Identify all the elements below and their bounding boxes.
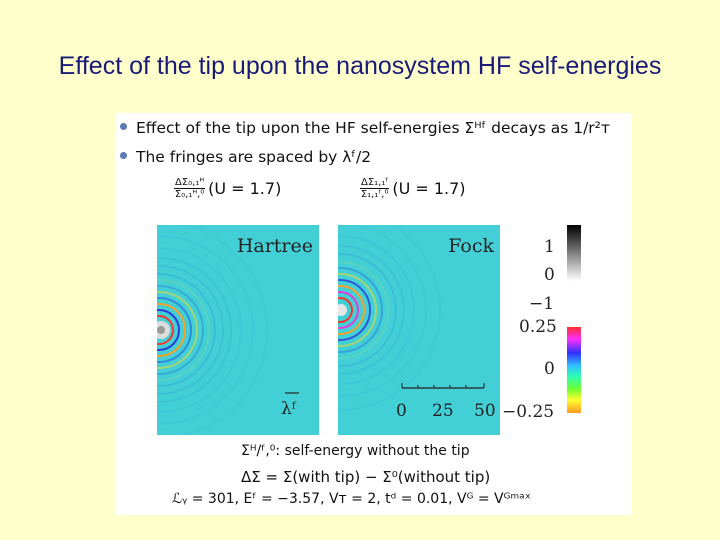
slide-title: Effect of the tip upon the nanosystem HF… bbox=[58, 52, 662, 80]
bullet-1-text: Effect of the tip upon the HF self-energ… bbox=[136, 119, 610, 137]
lambda-label: λᶠ bbox=[281, 399, 296, 419]
bullet-dot-icon bbox=[120, 152, 127, 159]
footnote-1: Σᴴ/ᶠ,⁰: self-energy without the tip bbox=[241, 443, 470, 459]
gray-tick-bottom: −1 bbox=[529, 294, 555, 314]
fock-fringe-image bbox=[338, 225, 485, 411]
hartree-title: Hartree bbox=[236, 235, 313, 257]
color-tick-top: 0.25 bbox=[519, 317, 557, 337]
footnote-2: ΔΣ = Σ(with tip) − Σ⁰(without tip) bbox=[241, 468, 491, 486]
color-tick-mid: 0 bbox=[544, 359, 555, 379]
hartree-fringe-image bbox=[157, 225, 299, 435]
color-tick-bottom: −0.25 bbox=[502, 402, 555, 422]
hartree-parameter: (U = 1.7) bbox=[208, 179, 282, 198]
hartree-panel: Hartree λᶠ bbox=[157, 225, 319, 435]
scale-tick-0: 0 bbox=[396, 401, 407, 421]
figure-area: Effect of the tip upon the HF self-energ… bbox=[116, 113, 632, 515]
bullet-dot-icon bbox=[120, 123, 127, 130]
fock-title: Fock bbox=[448, 235, 494, 257]
fock-numerator: ΔΣ₁,₁ᶠ bbox=[360, 177, 390, 189]
bullet-2-text: The fringes are spaced by λᶠ/2 bbox=[136, 148, 372, 166]
footnote-3: ℒᵧ = 301, Eᶠ = −3.57, Vᴛ = 2, tᵈ = 0.01,… bbox=[172, 491, 531, 507]
grayscale-colorbar bbox=[567, 225, 581, 281]
fock-denominator: Σ₁,₁ᶠ,⁰ bbox=[360, 189, 389, 200]
fock-ratio-label: ΔΣ₁,₁ᶠ Σ₁,₁ᶠ,⁰ (U = 1.7) bbox=[360, 177, 466, 200]
hartree-denominator: Σ₀,₁ᴴ,⁰ bbox=[174, 189, 205, 200]
bullet-2: The fringes are spaced by λᶠ/2 bbox=[120, 148, 371, 166]
fock-panel: Fock 0 25 50 bbox=[338, 225, 500, 435]
color-colorbar bbox=[567, 327, 581, 413]
bullet-1: Effect of the tip upon the HF self-energ… bbox=[120, 119, 610, 137]
scale-tick-50: 50 bbox=[474, 401, 496, 421]
hartree-numerator: ΔΣ₀,₁ᴴ bbox=[174, 177, 206, 189]
fock-parameter: (U = 1.7) bbox=[392, 179, 466, 198]
hartree-ratio-label: ΔΣ₀,₁ᴴ Σ₀,₁ᴴ,⁰ (U = 1.7) bbox=[174, 177, 281, 200]
scale-tick-25: 25 bbox=[432, 401, 454, 421]
gray-tick-mid: 0 bbox=[544, 265, 555, 285]
gray-tick-top: 1 bbox=[544, 237, 555, 257]
